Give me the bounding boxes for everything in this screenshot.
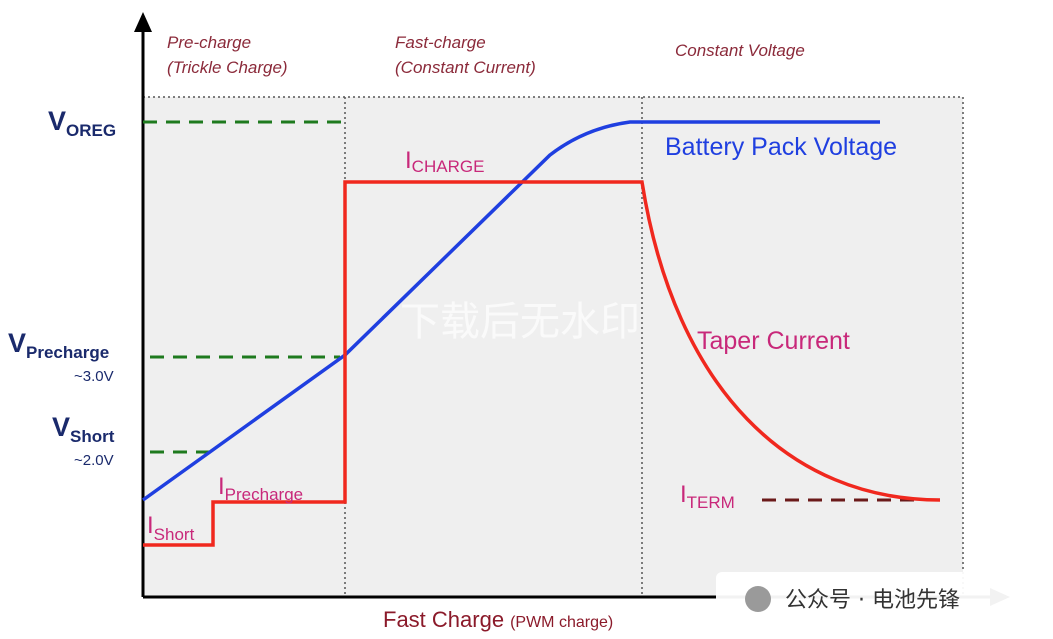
- voltage-levels: [143, 120, 345, 454]
- badge-icon: [745, 586, 771, 612]
- voltage-label: VShort: [52, 412, 115, 446]
- current-curve: [143, 180, 941, 547]
- current-label: ITERM: [680, 481, 735, 512]
- phase-label: Constant Voltage: [675, 41, 805, 60]
- voltage-label: VPrecharge: [8, 328, 109, 362]
- current-label: IShort: [147, 512, 195, 544]
- phase-label: Fast-charge: [395, 33, 486, 52]
- voltage-note: ~3.0V: [74, 368, 114, 385]
- phase-label: Pre-charge: [167, 33, 251, 52]
- phase-label: (Constant Current): [395, 58, 536, 77]
- watermark: 下载后无水印: [400, 300, 640, 344]
- x-label: Fast Charge (PWM charge): [383, 607, 613, 632]
- badge-box: [716, 572, 1051, 626]
- voltage-curve: [141, 120, 880, 502]
- phase-label: (Trickle Charge): [167, 58, 288, 77]
- voltage-label: VOREG: [48, 106, 116, 140]
- current-curve-label: Taper Current: [697, 327, 850, 355]
- current-label: IPrecharge: [218, 473, 303, 504]
- voltage-note: ~2.0V: [74, 452, 114, 469]
- voltage-curve-label: Battery Pack Voltage: [665, 133, 897, 161]
- badge-text: 公众号 · 电池先锋: [785, 588, 960, 613]
- y-arrow: [134, 12, 152, 32]
- current-label: ICHARGE: [405, 147, 484, 176]
